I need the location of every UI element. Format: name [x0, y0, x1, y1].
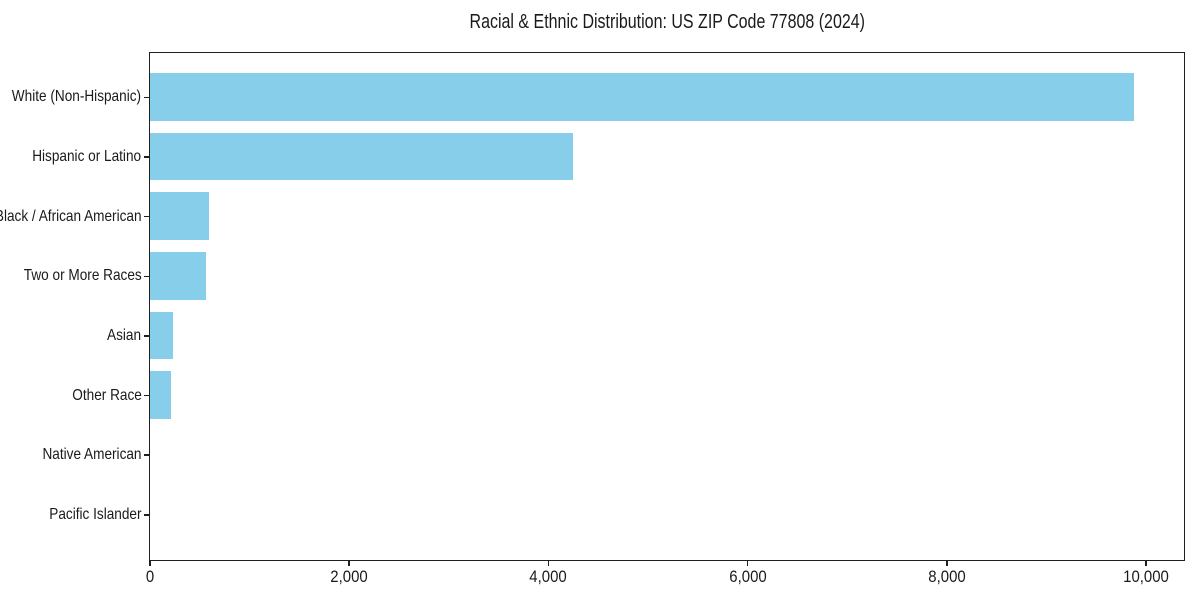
chart-title: Racial & Ethnic Distribution: US ZIP Cod… [469, 11, 865, 33]
plot-area [148, 51, 1185, 561]
bar [149, 251, 206, 300]
y-tick-label: Other Race [71, 386, 142, 404]
x-tick-mark [547, 561, 550, 566]
bar [149, 192, 209, 240]
y-tick-mark [143, 394, 149, 397]
y-tick-mark [143, 335, 149, 337]
bar [149, 72, 1134, 121]
x-tick-label: 6,000 [729, 567, 767, 586]
y-tick-label: White (Non-Hispanic) [12, 88, 142, 106]
x-tick-mark [348, 561, 350, 566]
y-tick-label: Pacific Islander [49, 505, 142, 523]
x-tick-label: 2,000 [330, 567, 368, 586]
y-tick-mark [143, 514, 149, 516]
x-tick-label: 4,000 [529, 567, 568, 586]
x-tick-mark [149, 561, 151, 566]
y-tick-label: Asian [107, 326, 142, 344]
y-tick-label: Hispanic or Latino [32, 147, 142, 165]
bar [149, 311, 174, 360]
x-tick-mark [946, 561, 948, 566]
y-tick-mark [143, 454, 149, 456]
y-tick-mark [143, 215, 149, 218]
x-tick-label: 10,000 [1123, 567, 1170, 586]
y-tick-label: Black / African American [0, 207, 142, 225]
bar [149, 132, 574, 181]
bar [149, 371, 172, 419]
x-tick-mark [746, 561, 749, 566]
y-tick-mark [143, 275, 149, 277]
x-tick-label: 8,000 [928, 567, 966, 586]
x-tick-label: 0 [145, 567, 155, 586]
y-tick-mark [143, 156, 149, 158]
y-tick-label: Native American [42, 446, 142, 464]
y-tick-mark [143, 96, 149, 99]
y-tick-label: Two or More Races [23, 267, 142, 285]
x-tick-mark [1145, 561, 1147, 566]
